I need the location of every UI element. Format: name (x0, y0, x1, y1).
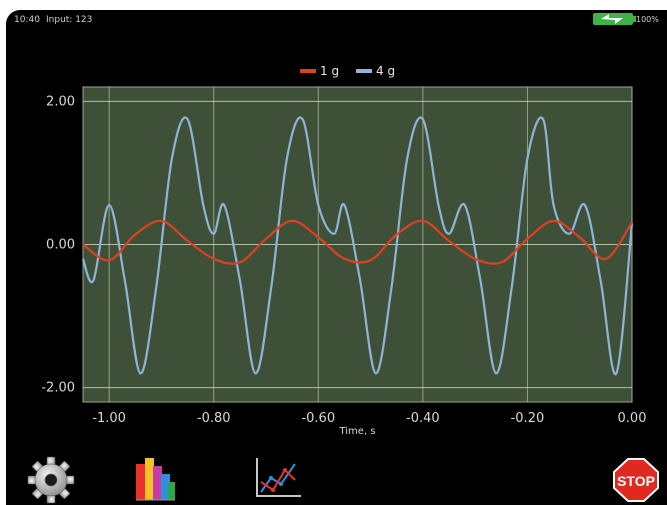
device-screen: 10:40 Input: 123 100% -1.00 -0.80 -0.60 -0.… (6, 10, 667, 505)
gear-icon (27, 456, 75, 504)
x-tick-label: 0.00 (618, 411, 647, 426)
stop-button[interactable]: STOP (612, 458, 660, 502)
y-tick-label: 2.00 (46, 94, 75, 109)
status-time: 10:40 (14, 15, 40, 25)
battery-percent: 100% (636, 15, 659, 24)
legend-label: 4 g (376, 64, 395, 78)
status-bar: 10:40 Input: 123 100% (6, 10, 667, 30)
books-chart-icon (136, 458, 175, 501)
settings-button[interactable] (26, 455, 76, 505)
x-tick-label: -0.40 (406, 411, 440, 426)
reports-button[interactable] (134, 454, 176, 504)
chart: -1.00 -0.80 -0.60 -0.40 -0.20 0.00 2.00 0.00 -2.… (41, 64, 647, 437)
x-tick-label: -0.20 (511, 411, 545, 426)
x-tick-label: -0.60 (301, 411, 335, 426)
x-tick-label: -1.00 (92, 411, 126, 426)
stop-sign-icon: STOP (613, 458, 659, 502)
legend-label: 1 g (320, 64, 339, 78)
y-tick-label: 0.00 (46, 238, 75, 253)
x-tick-label: -0.80 (197, 411, 231, 426)
graph-button[interactable] (249, 456, 305, 500)
line-graph-icon (256, 458, 301, 497)
battery-icon (593, 13, 636, 25)
status-input: Input: 123 (46, 15, 93, 25)
x-axis-label: Time, s (338, 426, 375, 437)
y-tick-label: -2.00 (41, 381, 75, 396)
series-line-4g (81, 116, 634, 376)
stop-label: STOP (617, 473, 655, 489)
charging-bolt-icon (601, 14, 623, 24)
series-line-1g (82, 219, 633, 265)
bottom-toolbar: STOP (6, 450, 667, 505)
